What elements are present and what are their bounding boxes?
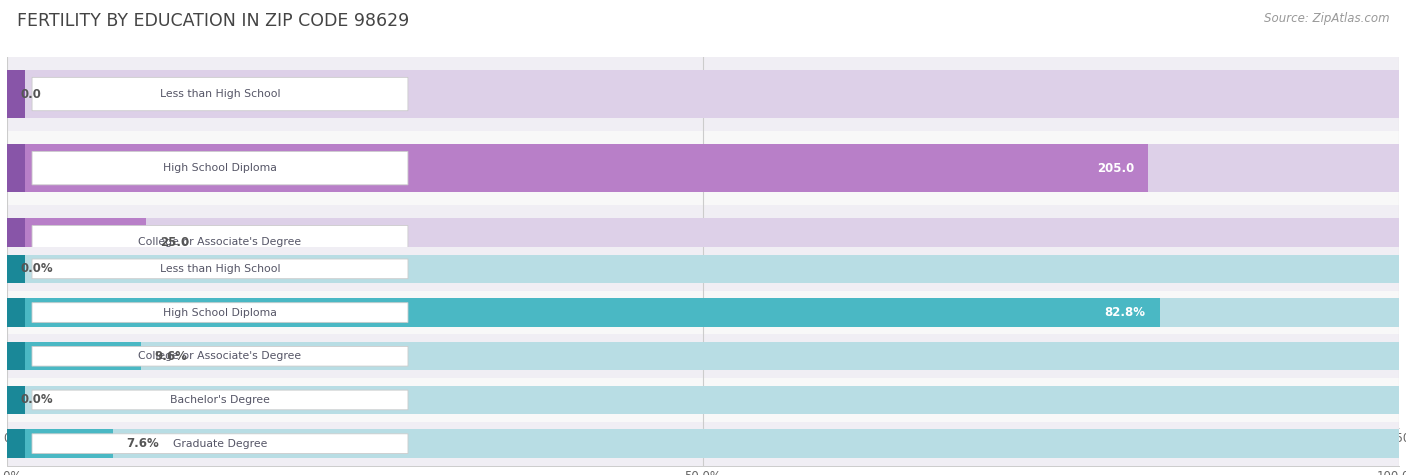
Bar [7,334,1399,378]
Text: 0.0%: 0.0% [21,262,53,276]
Bar [7,429,112,458]
Bar [7,218,146,266]
Text: 0.0: 0.0 [21,87,42,101]
Text: FERTILITY BY EDUCATION IN ZIP CODE 98629: FERTILITY BY EDUCATION IN ZIP CODE 98629 [17,12,409,30]
Text: 138.0: 138.0 [789,384,827,397]
FancyBboxPatch shape [32,346,408,366]
Bar [7,70,1399,118]
Text: Bachelor's Degree: Bachelor's Degree [170,311,270,322]
FancyBboxPatch shape [32,300,408,333]
Bar [7,279,1399,353]
FancyBboxPatch shape [32,390,408,410]
Bar [7,386,25,414]
FancyBboxPatch shape [32,259,408,279]
Bar [7,366,1399,415]
Bar [7,218,1399,266]
Text: Graduate Degree: Graduate Degree [173,438,267,449]
Text: 205.0: 205.0 [1097,162,1135,175]
Text: Graduate Degree: Graduate Degree [173,385,267,396]
Bar [7,70,25,118]
Bar [7,298,25,327]
Bar [7,218,25,266]
Bar [7,422,1399,466]
Text: 9.6%: 9.6% [155,350,187,363]
Bar [7,378,1399,422]
Bar [7,366,25,415]
Text: High School Diploma: High School Diploma [163,307,277,318]
Bar [7,57,1399,131]
Bar [7,205,1399,279]
Text: High School Diploma: High School Diploma [163,163,277,173]
FancyBboxPatch shape [32,226,408,259]
Text: 0.0: 0.0 [21,310,42,323]
Text: 82.8%: 82.8% [1105,306,1146,319]
Bar [7,144,1399,192]
Bar [7,144,1149,192]
Bar [7,255,1399,283]
Bar [7,255,25,283]
Bar [7,247,1399,291]
Bar [7,386,1399,414]
Text: 7.6%: 7.6% [127,437,159,450]
Bar [7,292,1399,341]
Bar [7,342,25,370]
Text: Less than High School: Less than High School [160,264,280,274]
Bar [7,298,1399,327]
Text: 0.0%: 0.0% [21,393,53,407]
Text: 25.0: 25.0 [160,236,190,249]
Bar [7,291,1399,334]
FancyBboxPatch shape [32,303,408,323]
Bar [7,292,25,341]
FancyBboxPatch shape [32,152,408,185]
Text: College or Associate's Degree: College or Associate's Degree [138,351,301,361]
Bar [7,144,25,192]
Bar [7,429,25,458]
FancyBboxPatch shape [32,434,408,454]
Bar [7,353,1399,428]
Bar [7,298,1160,327]
FancyBboxPatch shape [32,374,408,407]
Bar [7,342,141,370]
Text: College or Associate's Degree: College or Associate's Degree [138,237,301,247]
Bar [7,342,1399,370]
FancyBboxPatch shape [32,77,408,111]
Text: Source: ZipAtlas.com: Source: ZipAtlas.com [1264,12,1389,25]
Text: Bachelor's Degree: Bachelor's Degree [170,395,270,405]
Bar [7,429,1399,458]
Bar [7,366,775,415]
Bar [7,131,1399,205]
Text: Less than High School: Less than High School [160,89,280,99]
